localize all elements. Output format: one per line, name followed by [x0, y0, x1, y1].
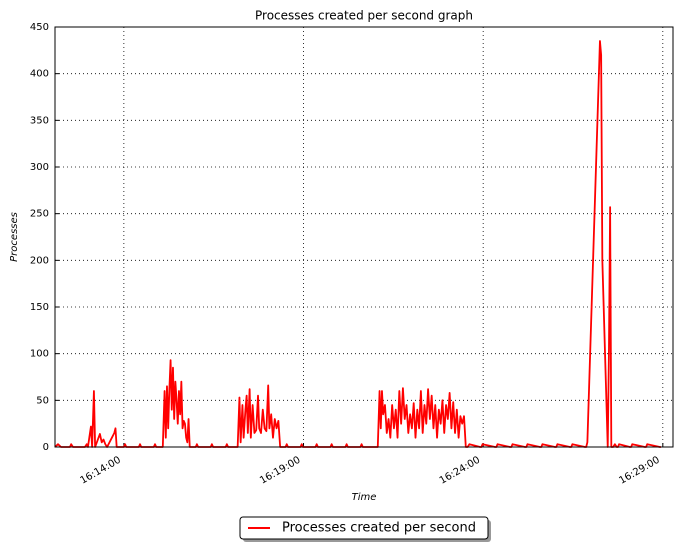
y-tick-label: 200	[30, 255, 49, 266]
y-tick-label: 350	[30, 115, 49, 126]
y-tick-label: 250	[30, 209, 49, 220]
y-tick-label: 100	[30, 349, 49, 360]
x-axis-label: Time	[352, 492, 377, 503]
x-tick-label: 16:19:00	[258, 455, 302, 487]
x-tick-label: 16:24:00	[438, 455, 482, 487]
y-tick-label: 400	[30, 69, 49, 80]
y-tick-label: 300	[30, 162, 49, 173]
y-axis-label: Processes	[9, 212, 20, 262]
plot-frame	[54, 26, 674, 448]
y-tick-label: 150	[30, 302, 49, 313]
legend-box	[239, 516, 489, 540]
data-line	[54, 40, 662, 448]
x-tick-label: 16:14:00	[78, 455, 122, 487]
y-tick-label: 450	[30, 22, 49, 33]
x-tick-label: 16:29:00	[617, 455, 661, 487]
y-tick-label: 0	[43, 442, 49, 453]
chart-title: Processes created per second graph	[255, 9, 473, 23]
y-tick-label: 50	[36, 395, 49, 406]
legend-label: Processes created per second	[282, 521, 476, 536]
